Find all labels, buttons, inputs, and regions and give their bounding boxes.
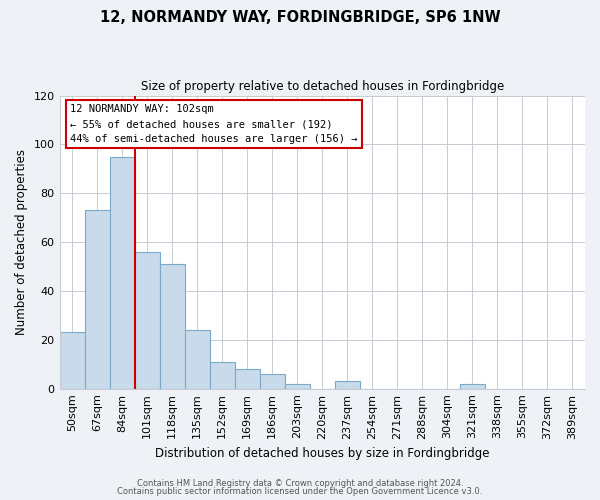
Text: Contains public sector information licensed under the Open Government Licence v3: Contains public sector information licen…: [118, 487, 482, 496]
Bar: [110, 156, 134, 388]
Bar: [160, 264, 185, 388]
Y-axis label: Number of detached properties: Number of detached properties: [15, 149, 28, 335]
Text: 12, NORMANDY WAY, FORDINGBRIDGE, SP6 1NW: 12, NORMANDY WAY, FORDINGBRIDGE, SP6 1NW: [100, 10, 500, 25]
Bar: [235, 369, 260, 388]
Bar: [285, 384, 310, 388]
Bar: [185, 330, 209, 388]
Bar: [209, 362, 235, 388]
Bar: [85, 210, 110, 388]
Bar: [59, 332, 85, 388]
Bar: [335, 382, 360, 388]
Bar: [460, 384, 485, 388]
X-axis label: Distribution of detached houses by size in Fordingbridge: Distribution of detached houses by size …: [155, 447, 490, 460]
Bar: [260, 374, 285, 388]
Text: Contains HM Land Registry data © Crown copyright and database right 2024.: Contains HM Land Registry data © Crown c…: [137, 478, 463, 488]
Title: Size of property relative to detached houses in Fordingbridge: Size of property relative to detached ho…: [140, 80, 504, 93]
Text: 12 NORMANDY WAY: 102sqm
← 55% of detached houses are smaller (192)
44% of semi-d: 12 NORMANDY WAY: 102sqm ← 55% of detache…: [70, 104, 358, 144]
Bar: [134, 252, 160, 388]
